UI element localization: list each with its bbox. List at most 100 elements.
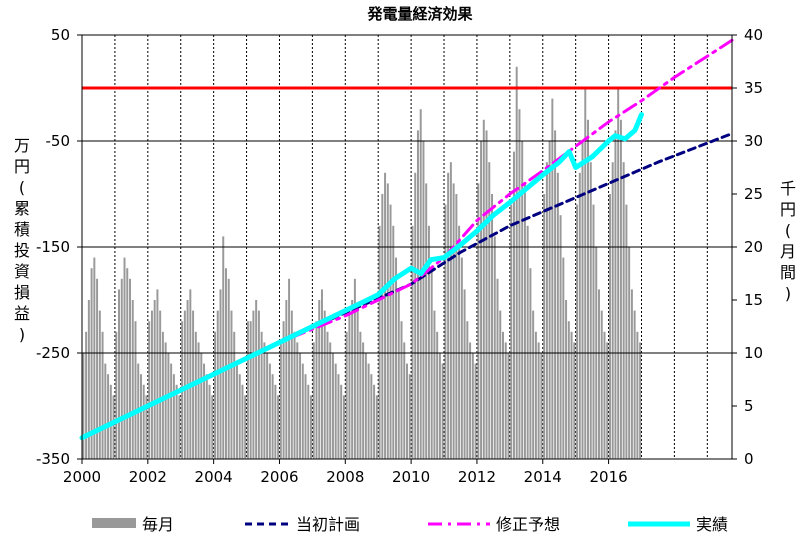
monthly-bar bbox=[537, 342, 540, 459]
monthly-bar bbox=[384, 172, 387, 460]
monthly-bar bbox=[397, 289, 400, 459]
monthly-bar bbox=[556, 172, 559, 460]
monthly-bar bbox=[526, 225, 529, 459]
monthly-bar bbox=[129, 278, 131, 459]
monthly-bar bbox=[463, 289, 466, 459]
x-tick-label: 2016 bbox=[589, 468, 627, 486]
left-tick-label: -250 bbox=[36, 344, 70, 362]
left-axis-label-char: 万 bbox=[14, 136, 30, 155]
monthly-bar bbox=[318, 300, 321, 459]
monthly-bar bbox=[200, 353, 203, 459]
monthly-bar bbox=[351, 300, 354, 459]
monthly-bar bbox=[447, 172, 450, 460]
monthly-bar bbox=[353, 278, 356, 459]
monthly-bar bbox=[551, 98, 554, 459]
right-axis-label-char: 間 bbox=[780, 263, 796, 282]
monthly-bar bbox=[373, 384, 376, 459]
left-axis-label-char: 益 bbox=[14, 304, 30, 323]
monthly-bar bbox=[98, 310, 101, 459]
left-tick-label: -150 bbox=[36, 238, 70, 256]
monthly-bar bbox=[279, 342, 282, 459]
monthly-bar bbox=[436, 331, 439, 459]
monthly-bar bbox=[183, 310, 186, 459]
monthly-bar bbox=[296, 342, 299, 459]
right-axis-label-char: ( bbox=[785, 221, 791, 240]
monthly-bar bbox=[504, 342, 507, 459]
monthly-bar bbox=[576, 204, 579, 459]
monthly-bar bbox=[633, 310, 636, 459]
x-tick-label: 2002 bbox=[129, 468, 167, 486]
monthly-bar bbox=[543, 194, 546, 459]
right-axis-label-char: 円 bbox=[780, 200, 796, 219]
monthly-bar bbox=[362, 342, 365, 459]
monthly-bar bbox=[186, 300, 189, 459]
monthly-bar bbox=[150, 310, 153, 459]
monthly-bar bbox=[474, 363, 477, 459]
monthly-bar bbox=[310, 395, 312, 459]
monthly-bar bbox=[197, 342, 200, 459]
monthly-bar bbox=[414, 172, 417, 460]
monthly-bar bbox=[334, 363, 337, 459]
monthly-bar bbox=[532, 310, 535, 459]
monthly-bar bbox=[548, 141, 551, 459]
monthly-bar bbox=[266, 353, 269, 459]
monthly-bar bbox=[622, 162, 625, 459]
monthly-bar bbox=[364, 353, 367, 459]
monthly-bar bbox=[101, 331, 104, 459]
monthly-bar bbox=[148, 321, 151, 459]
monthly-bar bbox=[430, 268, 433, 459]
monthly-bar bbox=[112, 395, 115, 459]
right-tick-label: 35 bbox=[744, 79, 763, 97]
monthly-bar bbox=[518, 109, 521, 459]
monthly-bar bbox=[134, 321, 137, 459]
monthly-bar bbox=[584, 88, 587, 459]
legend-label: 毎月 bbox=[142, 515, 174, 534]
monthly-bar bbox=[211, 395, 214, 459]
monthly-bar bbox=[636, 331, 639, 459]
monthly-bar bbox=[238, 374, 241, 459]
right-tick-label: 15 bbox=[744, 291, 763, 309]
monthly-bar bbox=[529, 268, 532, 459]
monthly-bar bbox=[587, 119, 589, 460]
monthly-bar bbox=[441, 363, 444, 459]
monthly-bar bbox=[554, 130, 557, 459]
monthly-bar bbox=[389, 204, 392, 459]
monthly-bar bbox=[496, 278, 499, 459]
monthly-bar bbox=[115, 331, 118, 459]
x-tick-label: 2004 bbox=[195, 468, 233, 486]
monthly-bar bbox=[208, 384, 211, 459]
monthly-bar bbox=[422, 141, 425, 459]
monthly-bar bbox=[510, 204, 513, 459]
monthly-bar bbox=[458, 225, 461, 459]
monthly-bar bbox=[153, 300, 156, 459]
monthly-bar bbox=[104, 363, 107, 459]
monthly-bar bbox=[625, 204, 628, 459]
monthly-bar bbox=[304, 374, 307, 459]
monthly-bar bbox=[356, 310, 359, 459]
series-line-実績 bbox=[79, 112, 644, 441]
x-tick-label: 2010 bbox=[392, 468, 430, 486]
monthly-bar bbox=[449, 162, 452, 459]
monthly-bar bbox=[87, 300, 90, 459]
monthly-bar bbox=[367, 363, 370, 459]
monthly-bar bbox=[288, 278, 291, 459]
monthly-bar bbox=[639, 342, 642, 459]
monthly-bar bbox=[562, 257, 565, 459]
right-tick-label: 0 bbox=[744, 450, 754, 468]
monthly-bar bbox=[326, 331, 329, 459]
series-lines bbox=[79, 38, 734, 441]
monthly-bar bbox=[375, 395, 378, 459]
monthly-bar bbox=[452, 183, 455, 459]
left-tick-label: -50 bbox=[46, 132, 71, 150]
monthly-bar bbox=[142, 384, 145, 459]
right-axis-label-char: ) bbox=[785, 284, 791, 303]
left-axis-label-char: ( bbox=[19, 178, 25, 197]
monthly-bar bbox=[438, 353, 441, 459]
monthly-bar bbox=[521, 141, 524, 459]
left-tick-label: 50 bbox=[51, 26, 70, 44]
monthly-bar bbox=[630, 289, 633, 459]
monthly-bar bbox=[139, 374, 142, 459]
legend-label: 実績 bbox=[696, 515, 728, 534]
right-axis-label-char: 千 bbox=[780, 179, 796, 198]
monthly-bars bbox=[82, 66, 642, 460]
